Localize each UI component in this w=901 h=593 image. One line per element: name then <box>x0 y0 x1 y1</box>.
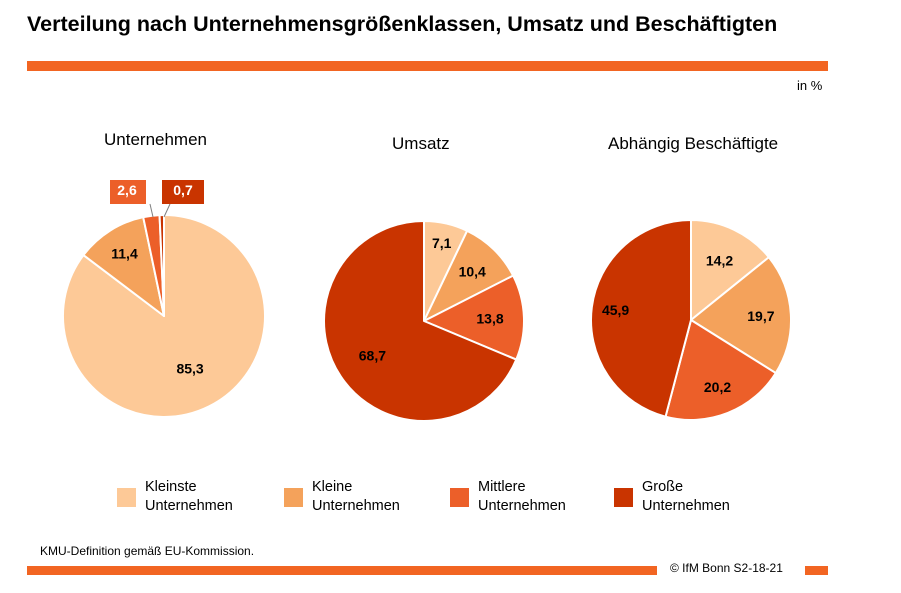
data-label-umsatz-kleine: 10,4 <box>459 264 486 280</box>
pie-slice-beschaeftigte-kleinste <box>690 219 770 321</box>
data-label-umsatz-mittlere: 13,8 <box>476 311 503 327</box>
legend-swatch-grosse <box>614 488 633 507</box>
legend-label-grosse-line2: Unternehmen <box>642 498 730 514</box>
data-label-box-unternehmen-mittlere <box>110 180 146 204</box>
data-label-beschaeftigte-kleinste: 14,2 <box>706 253 733 269</box>
legend-label-grosse-line1: Große <box>642 479 684 495</box>
pie-title-umsatz: Umsatz <box>392 134 450 153</box>
leader-line-unternehmen-mittlere <box>149 203 154 218</box>
legend-swatch-mittlere <box>450 488 469 507</box>
pie-slice-umsatz-mittlere <box>423 274 526 361</box>
leader-line-unternehmen-grosse <box>163 203 171 218</box>
legend-label-mittlere-line1: Mittlere <box>478 479 526 495</box>
data-label-umsatz-grosse: 68,7 <box>359 347 386 363</box>
legend-label-kleine-line1: Kleine <box>312 479 353 495</box>
pie-slice-umsatz-grosse <box>323 220 518 422</box>
legend-item-mittlere: Mittlere Unternehmen <box>450 478 566 516</box>
pie-slice-beschaeftigte-grosse <box>589 219 692 418</box>
footer-accent-bar-end <box>805 566 828 575</box>
data-label-box-unternehmen-grosse <box>162 180 204 204</box>
data-label-beschaeftigte-kleine: 19,7 <box>747 308 774 324</box>
footer-accent-bar <box>27 566 657 575</box>
pie-slice-beschaeftigte-mittlere <box>664 319 777 421</box>
legend-swatch-kleine <box>284 488 303 507</box>
pie-title-beschaeftigte: Abhängig Beschäftigte <box>608 134 779 153</box>
legend-label-mittlere-line2: Unternehmen <box>478 498 566 514</box>
legend-label-kleinste-line2: Unternehmen <box>145 498 233 514</box>
data-label-umsatz-kleinste: 7,1 <box>432 235 452 251</box>
data-label-unternehmen-kleine: 11,4 <box>111 246 138 262</box>
pie-slice-unternehmen-grosse <box>158 214 165 317</box>
data-label-unternehmen-kleinste: 85,3 <box>176 360 203 376</box>
legend-item-grosse: Große Unternehmen <box>614 478 730 516</box>
page-title: Verteilung nach Unternehmensgrößenklasse… <box>27 12 778 36</box>
pie-title-unternehmen: Unternehmen <box>104 130 208 149</box>
legend-item-kleinste: Kleinste Unternehmen <box>117 478 233 516</box>
legend-label-kleinste-line1: Kleinste <box>145 479 197 495</box>
data-label-unternehmen-grosse: 0,7 <box>173 182 193 198</box>
credit-text: © IfM Bonn S2-18-21 <box>670 561 783 575</box>
data-label-beschaeftigte-mittlere: 20,2 <box>704 379 731 395</box>
legend-label-kleine-line2: Unternehmen <box>312 498 400 514</box>
data-label-beschaeftigte-grosse: 45,9 <box>602 302 629 318</box>
data-label-unternehmen-mittlere: 2,6 <box>117 182 137 198</box>
pie-slice-unternehmen-kleine <box>82 216 165 317</box>
pie-slice-beschaeftigte-kleine <box>690 256 792 375</box>
footnote: KMU-Definition gemäß EU-Kommission. <box>40 544 255 558</box>
unit-label: in % <box>797 78 823 93</box>
legend-swatch-kleinste <box>117 488 136 507</box>
legend-item-kleine: Kleine Unternehmen <box>284 478 400 516</box>
header-accent-bar <box>27 61 828 71</box>
